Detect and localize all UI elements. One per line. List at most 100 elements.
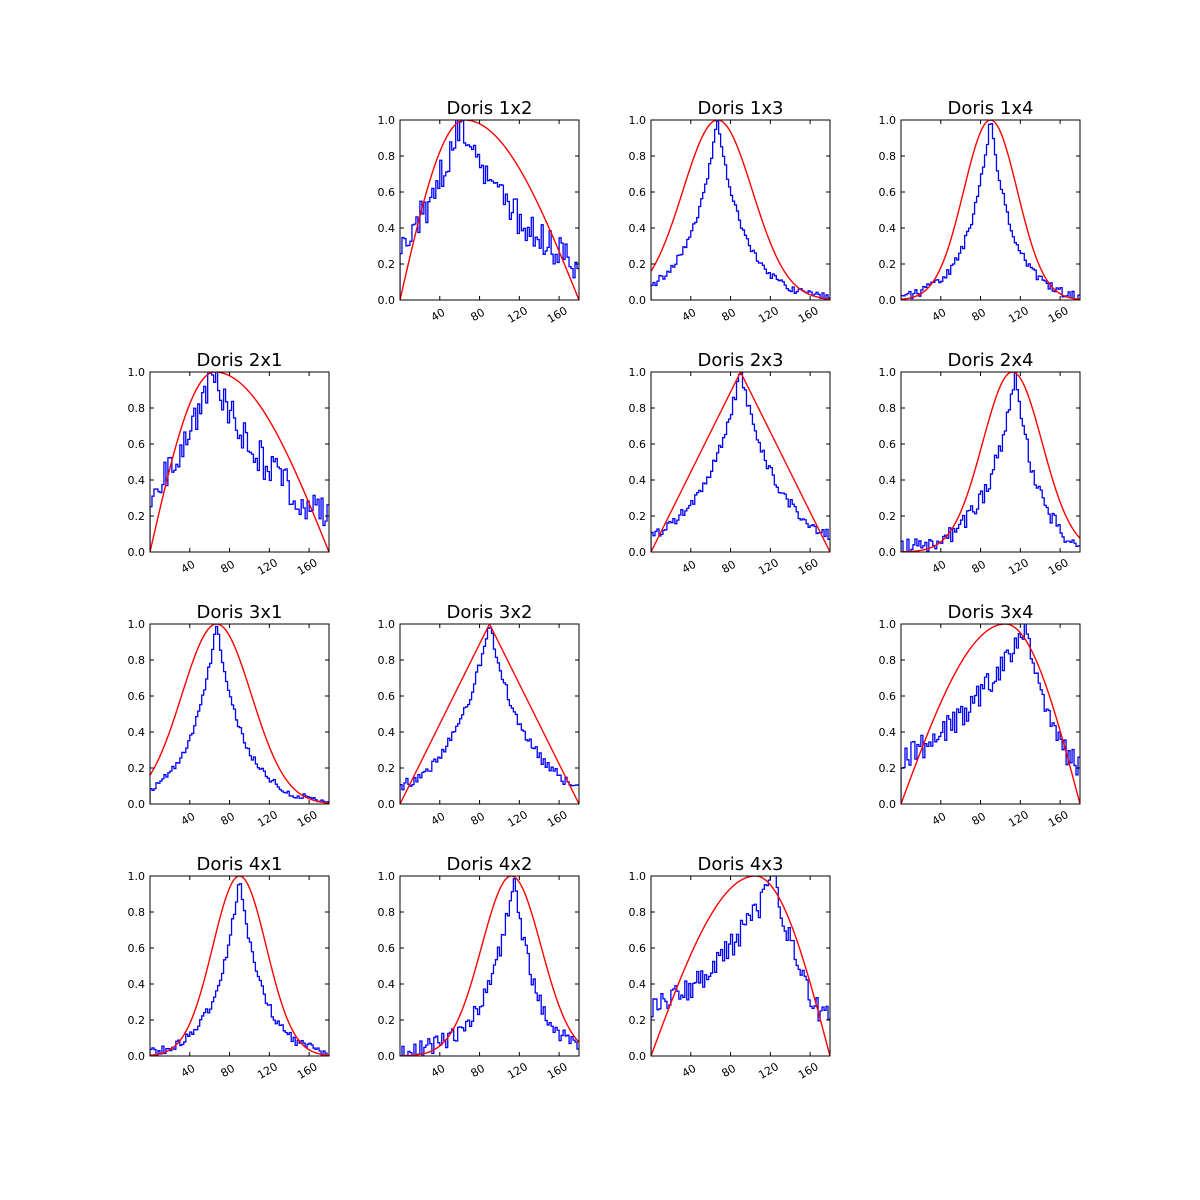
- x-tick-label: 40: [930, 558, 949, 576]
- subplot-3x2: Doris 3x2 0.0 0.2 0.4 0.6 0.8 1.0 40 80 120 160: [378, 602, 580, 830]
- y-tick-label: 1.0: [629, 114, 647, 127]
- y-tick-label: 0.0: [879, 546, 897, 559]
- x-tick-label: 120: [255, 1060, 280, 1082]
- subplot-2x4: Doris 2x4 0.0 0.2 0.4 0.6 0.8 1.0 40 80 120 160: [879, 350, 1081, 578]
- x-tick-label: 80: [468, 810, 487, 828]
- subplot-4x2: Doris 4x2 0.0 0.2 0.4 0.6 0.8 1.0 40 80 120 160: [378, 854, 580, 1082]
- y-tick-label: 0.2: [879, 258, 897, 271]
- y-tick-label: 1.0: [879, 366, 897, 379]
- fit-curve: [150, 372, 329, 552]
- subplot-title: Doris 2x4: [948, 350, 1034, 371]
- y-tick-label: 1.0: [629, 366, 647, 379]
- x-tick-label: 160: [545, 808, 570, 830]
- y-tick-label: 0.8: [378, 654, 396, 667]
- x-tick-label: 80: [468, 306, 487, 324]
- y-tick-label: 0.0: [629, 294, 647, 307]
- x-tick-label: 120: [255, 556, 280, 578]
- subplot-title: Doris 4x2: [447, 854, 533, 875]
- subplot-3x1: Doris 3x1 0.0 0.2 0.4 0.6 0.8 1.0 40 80 120 160: [128, 602, 330, 830]
- fit-curve: [400, 624, 579, 804]
- fit-curve: [901, 120, 1080, 300]
- subplot-1x4: Doris 1x4 0.0 0.2 0.4 0.6 0.8 1.0 40 80 120 160: [879, 98, 1081, 326]
- y-tick-label: 1.0: [629, 870, 647, 883]
- y-tick-label: 1.0: [378, 618, 396, 631]
- y-tick-label: 0.4: [879, 474, 897, 487]
- axes-frame: [149, 623, 330, 805]
- x-tick-label: 80: [719, 558, 738, 576]
- x-tick-label: 120: [1006, 808, 1031, 830]
- histogram-series: [651, 876, 830, 1056]
- x-tick-label: 160: [295, 808, 320, 830]
- y-tick-label: 0.4: [629, 978, 647, 991]
- y-tick-label: 0.2: [128, 1014, 146, 1027]
- histogram-series: [901, 372, 1080, 552]
- histogram-series: [901, 123, 1080, 300]
- x-tick-label: 40: [179, 810, 198, 828]
- y-tick-label: 0.6: [879, 186, 897, 199]
- axes-frame: [650, 875, 831, 1057]
- x-tick-label: 120: [756, 1060, 781, 1082]
- x-tick-label: 160: [796, 304, 821, 326]
- x-tick-label: 80: [969, 558, 988, 576]
- fit-curve: [400, 120, 579, 300]
- axes-frame: [650, 371, 831, 553]
- subplot-title: Doris 3x2: [447, 602, 533, 623]
- x-tick-label: 40: [429, 810, 448, 828]
- subplot-title: Doris 4x1: [197, 854, 283, 875]
- subplot-4x3: Doris 4x3 0.0 0.2 0.4 0.6 0.8 1.0 40 80 120 160: [629, 854, 831, 1082]
- y-tick-label: 1.0: [128, 618, 146, 631]
- y-tick-label: 0.4: [629, 222, 647, 235]
- fit-curve: [400, 876, 579, 1056]
- axes-frame: [900, 119, 1081, 301]
- x-tick-label: 120: [756, 556, 781, 578]
- subplot-3x4: Doris 3x4 0.0 0.2 0.4 0.6 0.8 1.0 40 80 120 160: [879, 602, 1081, 830]
- subplot-title: Doris 3x1: [197, 602, 283, 623]
- y-tick-label: 0.8: [378, 150, 396, 163]
- y-tick-label: 0.0: [879, 294, 897, 307]
- x-tick-label: 40: [429, 306, 448, 324]
- subplot-4x1: Doris 4x1 0.0 0.2 0.4 0.6 0.8 1.0 40 80 120 160: [128, 854, 330, 1082]
- y-tick-label: 0.0: [378, 1050, 396, 1063]
- x-tick-label: 160: [1046, 304, 1071, 326]
- histogram-series: [901, 624, 1080, 804]
- y-tick-label: 0.6: [378, 690, 396, 703]
- y-tick-label: 0.0: [629, 1050, 647, 1063]
- y-tick-label: 0.2: [378, 762, 396, 775]
- y-tick-label: 0.2: [128, 510, 146, 523]
- y-tick-label: 0.4: [879, 726, 897, 739]
- x-tick-label: 80: [719, 1062, 738, 1080]
- y-tick-label: 0.6: [128, 942, 146, 955]
- axes-frame: [900, 371, 1081, 553]
- y-tick-label: 0.0: [128, 798, 146, 811]
- y-tick-label: 0.8: [879, 402, 897, 415]
- fit-curve: [901, 624, 1080, 804]
- y-tick-label: 0.6: [378, 186, 396, 199]
- fit-curve: [150, 876, 329, 1056]
- histogram-series: [651, 372, 830, 552]
- y-tick-label: 0.6: [378, 942, 396, 955]
- histogram-series: [150, 883, 329, 1056]
- x-tick-label: 160: [295, 1060, 320, 1082]
- y-tick-label: 0.2: [879, 762, 897, 775]
- histogram-series: [400, 120, 579, 300]
- x-tick-label: 80: [218, 810, 237, 828]
- y-tick-label: 1.0: [879, 114, 897, 127]
- y-tick-label: 0.8: [879, 150, 897, 163]
- x-tick-label: 80: [468, 1062, 487, 1080]
- y-tick-label: 0.6: [879, 438, 897, 451]
- x-tick-label: 40: [179, 1062, 198, 1080]
- fit-curve: [651, 876, 830, 1056]
- axes-frame: [399, 875, 580, 1057]
- y-tick-label: 0.4: [128, 474, 146, 487]
- y-tick-label: 0.8: [879, 654, 897, 667]
- x-tick-label: 80: [218, 558, 237, 576]
- subplot-title: Doris 1x2: [447, 98, 533, 119]
- x-tick-label: 120: [505, 304, 530, 326]
- y-tick-label: 0.4: [128, 726, 146, 739]
- y-tick-label: 0.0: [128, 1050, 146, 1063]
- histogram-series: [150, 372, 329, 552]
- x-tick-label: 80: [969, 306, 988, 324]
- y-tick-label: 0.8: [629, 402, 647, 415]
- y-tick-label: 0.6: [128, 438, 146, 451]
- y-tick-label: 0.8: [128, 906, 146, 919]
